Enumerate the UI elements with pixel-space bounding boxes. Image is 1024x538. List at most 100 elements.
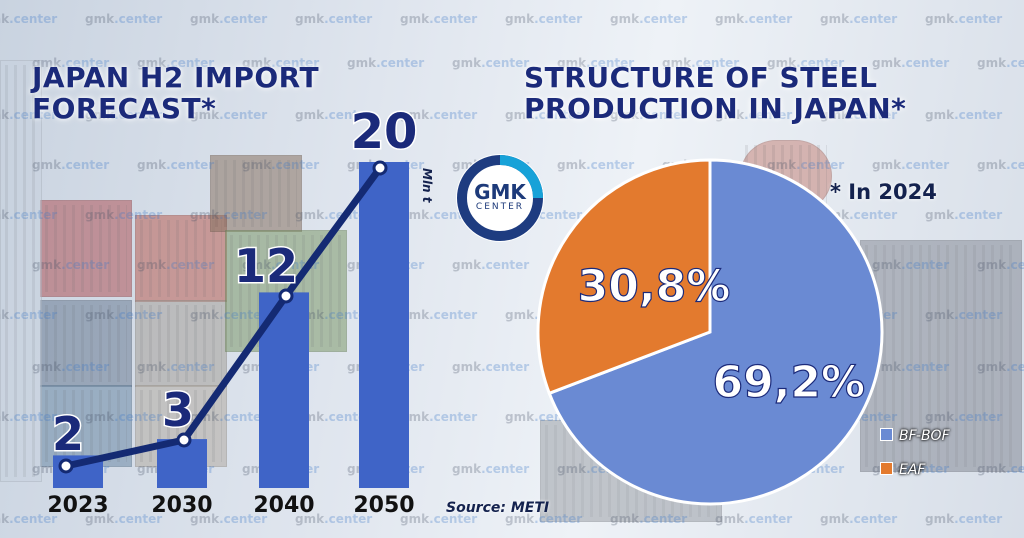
watermark-text: gmk.center (767, 56, 845, 70)
background-tank (0, 60, 42, 482)
legend-item-bf-bof: BF-BOF (880, 428, 950, 444)
watermark-text: gmk.center (557, 158, 635, 172)
watermark-text: gmk.center (872, 258, 950, 272)
pie-slice-bf-bof (547, 158, 884, 506)
watermark-text: gmk.center (0, 308, 58, 322)
right-chart-title: STRUCTURE OF STEEL PRODUCTION IN JAPAN* (524, 62, 906, 125)
data-label: 3 (162, 383, 194, 437)
watermark-text: gmk.center (452, 56, 530, 70)
watermark-text: gmk.center (85, 308, 163, 322)
watermark-text: gmk.center (977, 462, 1024, 476)
watermark-text: gmk.center (295, 108, 373, 122)
data-label: 2 (52, 407, 84, 461)
watermark-text: gmk.center (977, 158, 1024, 172)
line-point (372, 160, 388, 176)
watermark-text: gmk.center (190, 512, 268, 526)
logo-main-text: GMK (474, 180, 526, 204)
h2-import-bar-chart: 2023 2030 2040 2050 2 3 12 20 (47, 103, 419, 519)
left-title-line-1: JAPAN H2 IMPORT (32, 61, 320, 94)
watermark-text: gmk.center (0, 512, 58, 526)
left-title-line-2: FORECAST* (32, 92, 217, 126)
data-label: 12 (234, 239, 298, 293)
watermark-text: gmk.center (85, 410, 163, 424)
watermark-text: gmk.center (925, 512, 1003, 526)
watermark-text: gmk.center (977, 258, 1024, 272)
watermark-text: gmk.center (505, 12, 583, 26)
watermark-text: gmk.center (977, 56, 1024, 70)
watermark-text: gmk.center (400, 512, 478, 526)
watermark-text: gmk.center (137, 360, 215, 374)
watermark-text: gmk.center (925, 308, 1003, 322)
gmk-center-logo: GMK CENTER (452, 150, 548, 246)
watermark-text: gmk.center (137, 158, 215, 172)
watermark-text: gmk.center (0, 208, 58, 222)
watermark-text: gmk.center (505, 108, 583, 122)
watermark-text: gmk.center (925, 12, 1003, 26)
line-point (176, 432, 192, 448)
watermark-text: gmk.center (610, 512, 688, 526)
watermark-text: gmk.center (137, 258, 215, 272)
line-point (278, 288, 294, 304)
legend-label-bf-bof: BF-BOF (899, 428, 950, 444)
watermark-text: gmk.center (295, 12, 373, 26)
unit-label: Mln t (420, 168, 434, 203)
watermark-text: gmk.center (242, 56, 320, 70)
x-tick-label: 2050 (353, 493, 414, 518)
watermark-text: gmk.center (610, 12, 688, 26)
watermark-text: gmk.center (0, 410, 58, 424)
watermark-text: gmk.center (767, 158, 845, 172)
watermark-text: gmk.center (85, 512, 163, 526)
watermark-text: gmk.center (0, 108, 58, 122)
x-tick-label: 2040 (253, 493, 314, 518)
legend-label-eaf: EAF (899, 462, 926, 478)
watermark-text: gmk.center (925, 410, 1003, 424)
pie-data-label: 69,2% (712, 357, 865, 408)
watermark-text: gmk.center (190, 208, 268, 222)
watermark-text: gmk.center (32, 158, 110, 172)
watermark-text: gmk.center (715, 12, 793, 26)
watermark-text: gmk.center (872, 158, 950, 172)
background-container (135, 300, 227, 387)
pie-slice-eaf (536, 158, 712, 396)
bar-2050 (359, 162, 409, 488)
background-container (40, 200, 132, 297)
watermark-text: gmk.center (715, 512, 793, 526)
watermark-text: gmk.center (610, 108, 688, 122)
watermark-text: gmk.center (85, 12, 163, 26)
watermark-text: gmk.center (452, 258, 530, 272)
watermark-text: gmk.center (715, 108, 793, 122)
data-label: 20 (351, 104, 418, 160)
watermark-text: gmk.center (347, 56, 425, 70)
x-tick-label: 2030 (151, 493, 212, 518)
watermark-text: gmk.center (0, 12, 58, 26)
x-tick-label: 2023 (47, 493, 108, 518)
pie-data-label: 30,8% (578, 261, 731, 312)
watermark-text: gmk.center (977, 360, 1024, 374)
logo-ring-icon (456, 154, 544, 242)
watermark-text: gmk.center (400, 108, 478, 122)
logo-sub-text: CENTER (475, 202, 525, 212)
legend-swatch-eaf (880, 462, 893, 475)
year-note: * In 2024 (830, 180, 937, 204)
watermark-text: gmk.center (190, 108, 268, 122)
watermark-text: gmk.center (820, 12, 898, 26)
steel-structure-pie-chart: 69,2% 30,8% (536, 158, 884, 506)
watermark-text: gmk.center (85, 108, 163, 122)
watermark-text: gmk.center (295, 512, 373, 526)
watermark-text: gmk.center (32, 360, 110, 374)
background-container (40, 300, 132, 387)
watermark-text: gmk.center (400, 12, 478, 26)
background-container (210, 155, 302, 232)
watermark-text: gmk.center (452, 360, 530, 374)
watermark-text: gmk.center (85, 208, 163, 222)
legend-swatch-bf-bof (880, 428, 893, 441)
line-point (58, 458, 74, 474)
source-note: Source: METI (446, 500, 550, 516)
watermark-text: gmk.center (137, 56, 215, 70)
watermark-text: gmk.center (32, 258, 110, 272)
trend-line (65, 165, 383, 470)
watermark-text: gmk.center (820, 108, 898, 122)
watermark-text: gmk.center (925, 208, 1003, 222)
watermark-text: gmk.center (505, 512, 583, 526)
watermark-text: gmk.center (925, 108, 1003, 122)
